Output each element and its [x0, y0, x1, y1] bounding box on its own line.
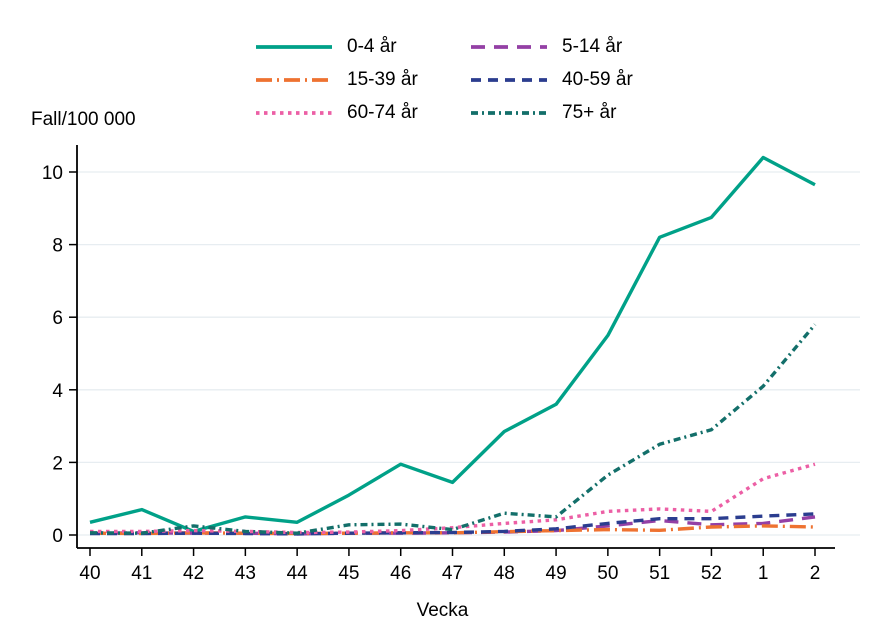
line-40-59-år	[90, 512, 816, 536]
legend-item-40-59-år: 40-59 år	[470, 66, 633, 94]
legend-label: 5-14 år	[562, 36, 623, 57]
legend-label: 40-59 år	[562, 69, 633, 90]
x-tick-label: 47	[442, 563, 463, 584]
line-60-74-år	[90, 462, 816, 535]
legend-line-swatch	[256, 78, 332, 82]
legend-line-swatch	[471, 111, 547, 115]
legend-item-60-74-år: 60-74 år	[255, 99, 470, 127]
x-tick-label: 1	[758, 563, 769, 584]
legend-label: 60-74 år	[347, 102, 418, 123]
x-tick-label: 41	[131, 563, 152, 584]
x-tick-label: 50	[597, 563, 618, 584]
legend-item-5-14-år: 5-14 år	[470, 33, 633, 61]
x-tick-label: 45	[338, 563, 359, 584]
x-tick-label: 40	[79, 563, 100, 584]
legend-line-swatch	[471, 78, 547, 82]
x-tick-label: 46	[390, 563, 411, 584]
legend-line-swatch	[471, 45, 547, 49]
legend-label: 0-4 år	[347, 36, 397, 57]
x-tick-label: 44	[287, 563, 309, 584]
x-tick-label: 48	[494, 563, 515, 584]
chart-legend: 0-4 år 5-14 år 15-39 år 40-59 år 60-74 år 75+…	[255, 33, 633, 127]
y-tick-label: 4	[52, 381, 63, 402]
y-tick-label: 6	[52, 308, 63, 329]
x-tick-label: 52	[701, 563, 722, 584]
y-axis-title: Fall/100 000	[31, 109, 136, 130]
x-tick-label: 42	[183, 563, 204, 584]
legend-item-0-4-år: 0-4 år	[255, 33, 470, 61]
legend-item-15-39-år: 15-39 år	[255, 66, 470, 94]
line-75plus-år	[89, 323, 817, 535]
y-tick-label: 2	[52, 453, 63, 474]
x-axis-title: Vecka	[416, 600, 469, 621]
line-0-4-år	[89, 155, 816, 534]
x-tick-label: 2	[810, 563, 821, 584]
legend-item-75plus-år: 75+ år	[470, 99, 633, 127]
y-tick-label: 10	[42, 163, 63, 184]
x-tick-label: 51	[649, 563, 670, 584]
x-tick-label: 49	[546, 563, 567, 584]
y-tick-label: 0	[52, 526, 63, 547]
legend-label: 75+ år	[562, 102, 617, 123]
y-tick-label: 8	[52, 236, 63, 257]
legend-label: 15-39 år	[347, 69, 418, 90]
legend-line-swatch	[256, 45, 332, 49]
x-tick-label: 43	[235, 563, 256, 584]
